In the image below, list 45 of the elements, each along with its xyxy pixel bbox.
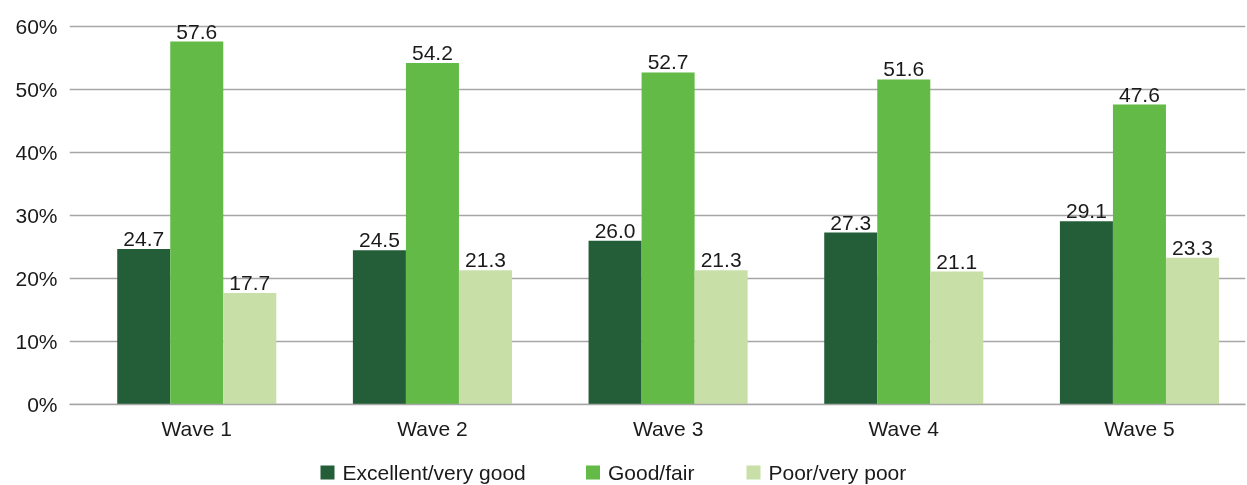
x-tick-label: Wave 1: [161, 416, 232, 440]
data-label: 21.3: [465, 248, 506, 272]
data-label: 57.6: [176, 19, 218, 43]
x-tick-label: Wave 2: [397, 416, 468, 440]
bar: [1112, 104, 1166, 405]
data-label: 52.7: [647, 50, 689, 74]
data-label: 17.7: [229, 270, 271, 294]
bar: [1059, 221, 1113, 405]
bar: [1165, 257, 1219, 405]
x-tick-label: Wave 3: [632, 416, 704, 440]
y-tick-label: 20%: [15, 267, 58, 290]
y-tick-label: 60%: [15, 15, 58, 38]
data-label: 21.1: [936, 249, 978, 273]
bar: [458, 270, 512, 405]
data-label: 29.1: [1065, 199, 1107, 223]
data-label: 54.2: [412, 41, 453, 65]
data-label: 51.6: [883, 57, 925, 81]
legend-label: Good/fair: [608, 461, 695, 484]
data-label: 47.6: [1119, 82, 1160, 106]
bar: [117, 248, 171, 405]
data-label: 24.5: [358, 228, 400, 252]
bar: [588, 240, 642, 405]
y-tick-label: 30%: [15, 204, 58, 227]
data-label: 23.3: [1172, 235, 1213, 259]
bar: [930, 271, 984, 405]
data-label: 27.3: [830, 210, 872, 234]
bar: [223, 292, 277, 405]
y-tick-label: 0%: [27, 393, 58, 416]
data-label: 24.7: [123, 226, 165, 250]
y-tick-label: 10%: [15, 330, 58, 353]
bar: [877, 79, 931, 405]
y-tick-label: 50%: [15, 78, 58, 101]
bar: [694, 270, 748, 405]
bar: [352, 250, 406, 405]
bar: [824, 232, 878, 405]
data-label: 26.0: [594, 218, 636, 242]
legend-label: Excellent/very good: [342, 461, 526, 484]
bar: [641, 72, 695, 405]
bar: [170, 41, 224, 405]
bar: [405, 63, 459, 405]
x-tick-label: Wave 5: [1104, 416, 1175, 440]
x-tick-label: Wave 4: [868, 416, 940, 440]
legend-label: Poor/very poor: [768, 461, 907, 484]
y-tick-label: 40%: [15, 141, 58, 164]
data-label: 21.3: [700, 248, 742, 272]
